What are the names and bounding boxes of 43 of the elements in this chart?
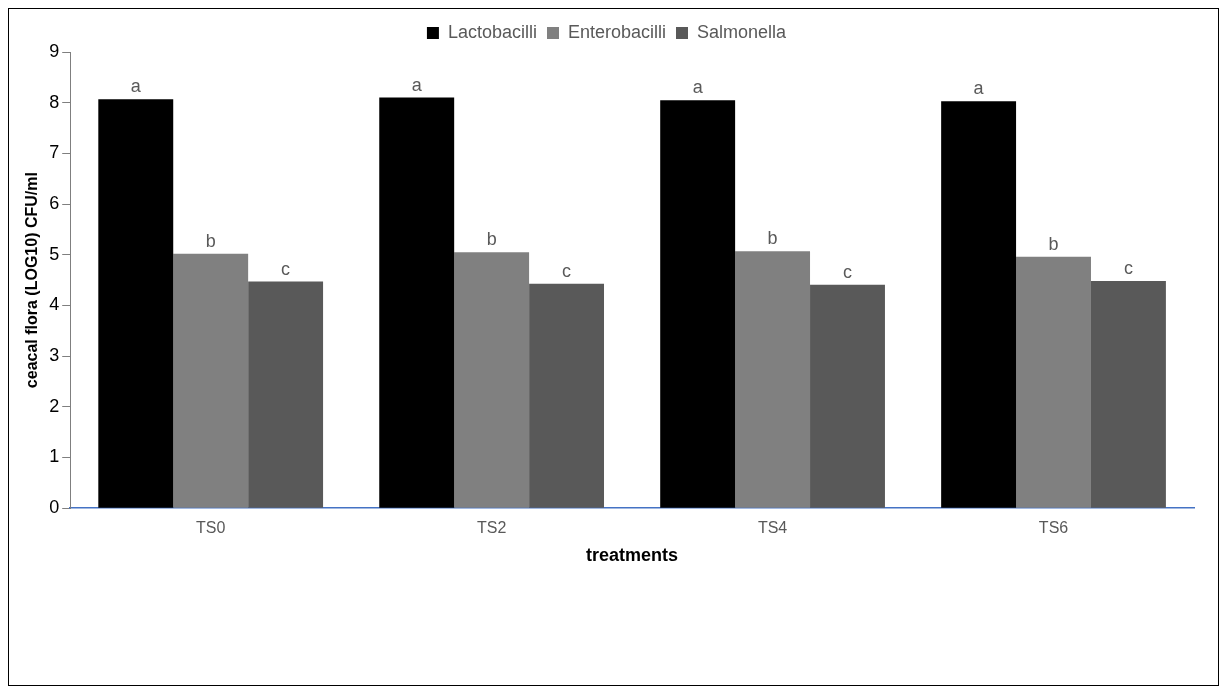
y-tick-label: 0 <box>49 497 60 518</box>
y-tick-label: 6 <box>49 193 60 214</box>
x-tick-label: TS6 <box>1038 519 1069 537</box>
data-label: b <box>1048 233 1059 254</box>
x-tick-label: TS2 <box>476 519 507 537</box>
bar <box>173 253 249 508</box>
y-tick-label: 4 <box>49 294 60 315</box>
bar <box>735 251 811 508</box>
bar <box>529 283 605 508</box>
legend-label: Lactobacilli <box>447 21 537 42</box>
data-label: b <box>767 228 778 249</box>
data-label: b <box>205 230 216 251</box>
y-tick-label: 9 <box>49 40 60 61</box>
data-label: a <box>130 76 142 97</box>
y-tick-label: 8 <box>49 91 60 112</box>
bar <box>379 97 455 508</box>
data-label: b <box>486 229 497 250</box>
x-tick-label: TS4 <box>757 519 788 537</box>
y-tick-label: 1 <box>49 446 60 467</box>
y-tick-label: 5 <box>49 243 60 264</box>
legend-label: Enterobacilli <box>567 21 667 42</box>
data-label: c <box>843 261 852 282</box>
bar <box>98 99 174 508</box>
legend-label: Salmonella <box>697 21 788 42</box>
bar <box>660 100 736 508</box>
y-tick-label: 3 <box>49 345 60 366</box>
bar <box>248 281 324 508</box>
bar <box>1016 256 1091 508</box>
bar <box>454 252 530 508</box>
data-label: c <box>281 258 291 279</box>
bar <box>941 101 1017 508</box>
data-label: a <box>973 78 985 99</box>
bar <box>1090 281 1166 508</box>
x-tick-label: TS0 <box>196 519 226 537</box>
data-label: c <box>562 260 572 281</box>
y-tick-label: 7 <box>49 142 60 163</box>
data-label: a <box>411 74 423 95</box>
y-axis-title: ceacal flora (LOG10) CFU/ml <box>23 172 41 389</box>
x-axis-title: treatments <box>586 545 679 566</box>
bar <box>810 284 885 508</box>
y-tick-label: 2 <box>49 395 60 416</box>
data-label: c <box>1123 258 1133 279</box>
data-label: a <box>692 77 704 98</box>
